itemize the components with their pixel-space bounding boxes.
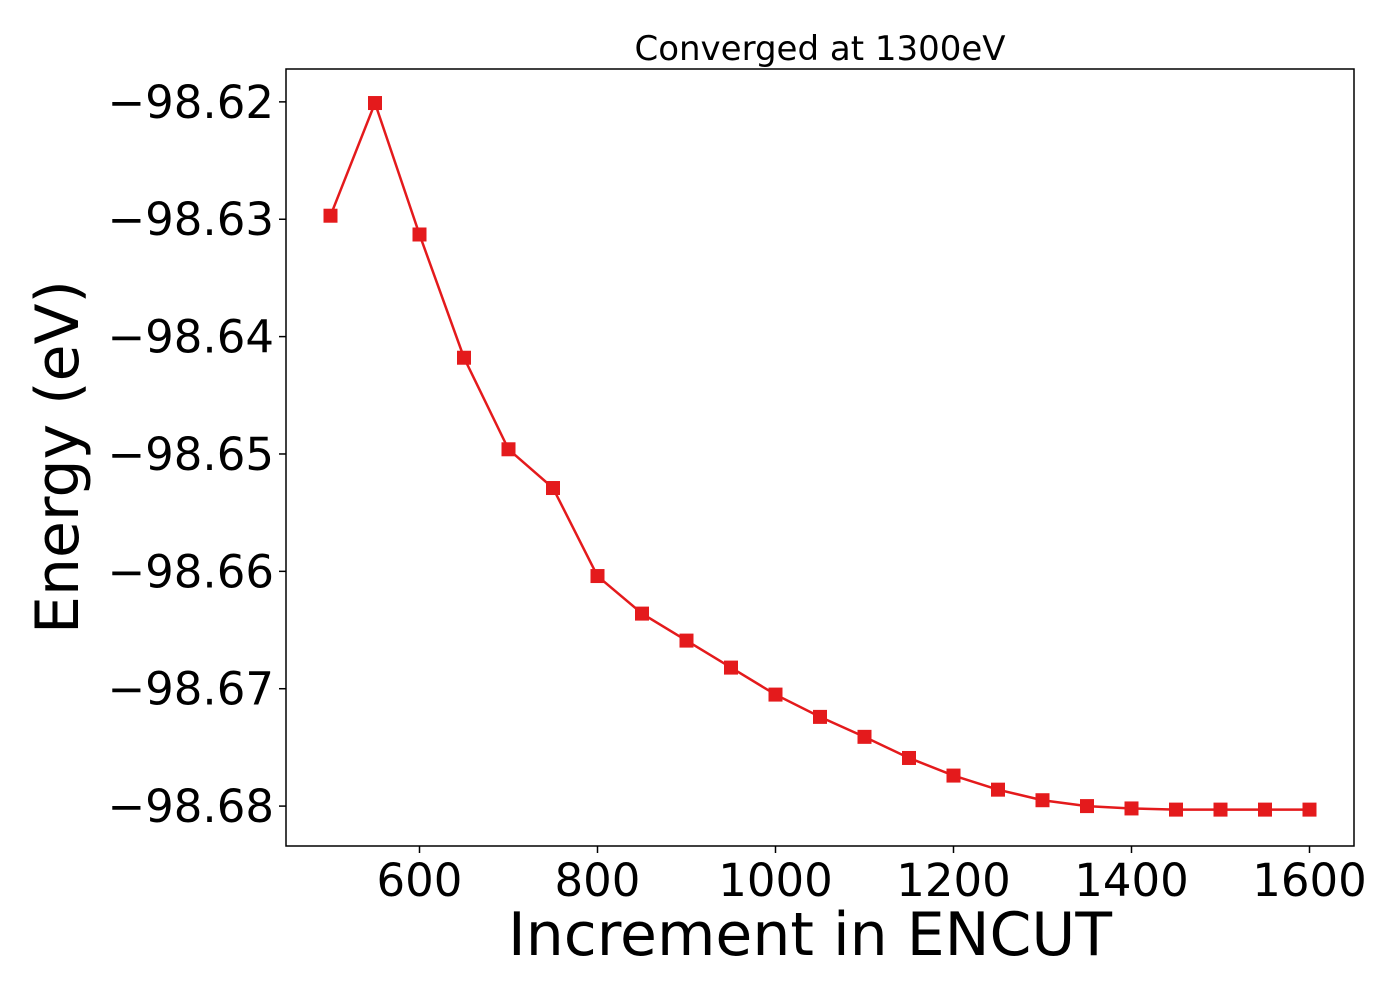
y-tick-label: −98.62 (107, 76, 274, 129)
data-point-marker (590, 569, 605, 584)
y-axis-label: Energy (eV) (23, 280, 93, 634)
data-point-marker (679, 633, 694, 648)
series-group (323, 96, 1317, 817)
x-tick-label: 800 (555, 854, 641, 907)
y-tick-label: −98.63 (107, 193, 274, 246)
data-point-marker (457, 350, 471, 365)
y-tick-label: −98.65 (107, 428, 274, 481)
plot-area-frame (285, 68, 1355, 847)
data-point-marker (991, 782, 1005, 797)
data-point-marker (501, 442, 516, 457)
data-point-marker (1080, 799, 1094, 814)
y-axis: −98.62 −98.63 −98.64 −98.65 −98.66 −98.67 −98.… (107, 76, 286, 833)
data-point-marker (412, 227, 427, 242)
data-point-marker (768, 687, 783, 702)
data-point-marker (546, 481, 560, 496)
data-point-marker (368, 96, 382, 111)
y-tick-label: −98.67 (107, 663, 274, 716)
x-tick-label: 600 (377, 854, 463, 907)
chart-title: Converged at 1300eV (634, 29, 1005, 69)
data-point-marker (724, 660, 738, 675)
data-point-marker (1035, 793, 1050, 808)
x-axis: 600 800 1000 1200 1400 1600 (377, 846, 1367, 907)
data-point-marker (857, 729, 872, 744)
x-tick-label: 1200 (896, 854, 1011, 907)
data-point-marker (1302, 802, 1317, 817)
x-tick-label: 1000 (718, 854, 833, 907)
series-line (329, 99, 1310, 811)
data-point-marker (813, 709, 827, 724)
x-tick-label: 1400 (1074, 854, 1189, 907)
data-point-marker (1124, 801, 1139, 816)
data-point-marker (902, 750, 916, 765)
y-tick-label: −98.64 (107, 311, 274, 364)
x-tick-label: 1600 (1252, 854, 1367, 907)
x-axis-label: Increment in ENCUT (508, 900, 1112, 970)
data-point-marker (323, 208, 338, 223)
data-point-marker (1258, 802, 1272, 817)
y-tick-label: −98.68 (107, 780, 274, 833)
data-point-marker (946, 768, 961, 783)
data-point-marker (1169, 802, 1183, 817)
data-point-marker (1213, 802, 1228, 817)
data-point-marker (635, 606, 649, 621)
y-tick-label: −98.66 (107, 545, 274, 598)
